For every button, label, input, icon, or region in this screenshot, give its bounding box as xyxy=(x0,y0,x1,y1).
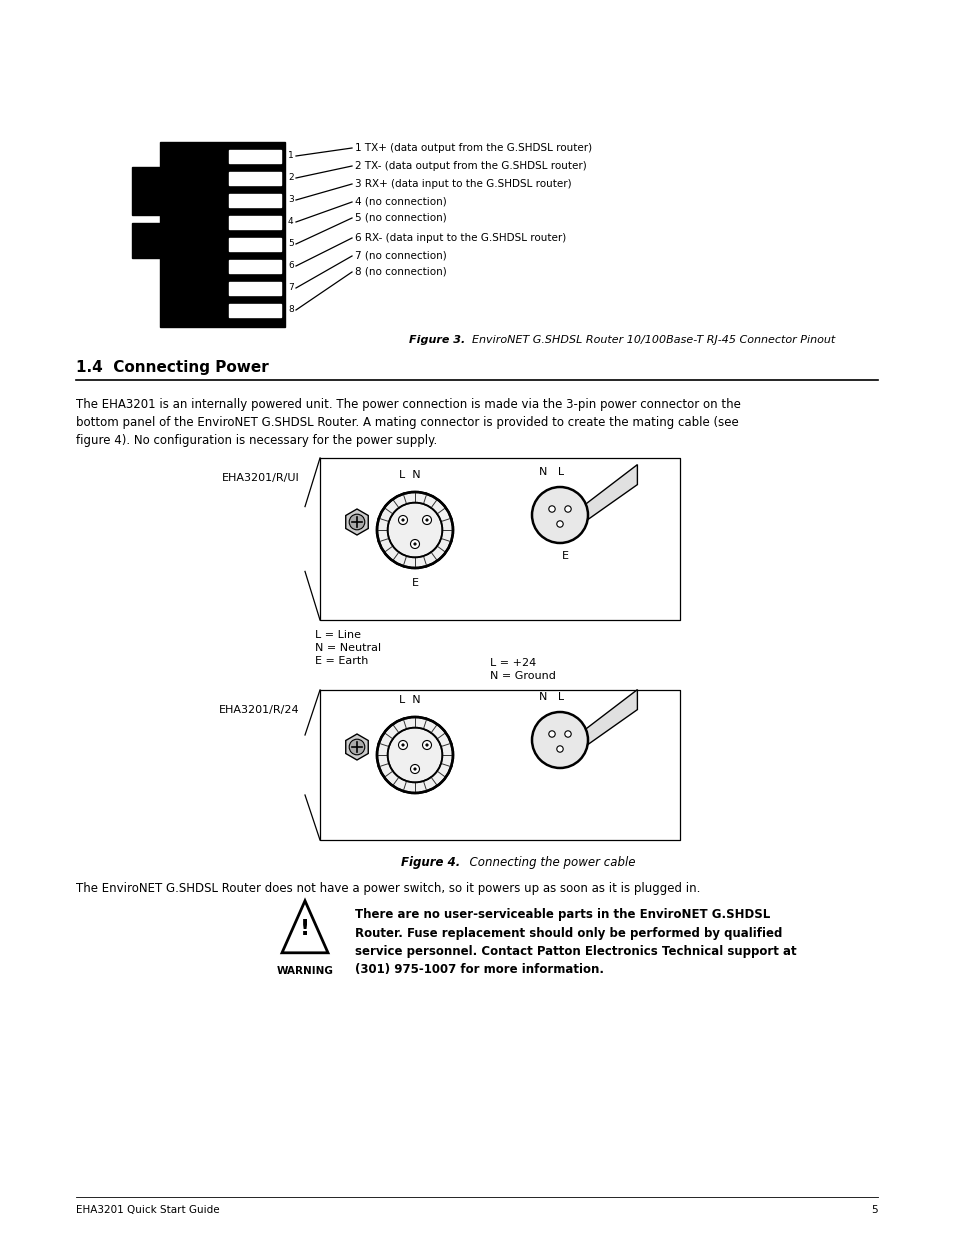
Text: 1: 1 xyxy=(288,152,294,161)
Text: 2: 2 xyxy=(288,173,294,183)
Polygon shape xyxy=(229,194,281,207)
Circle shape xyxy=(410,540,419,548)
Circle shape xyxy=(422,515,431,525)
Circle shape xyxy=(401,743,404,746)
Polygon shape xyxy=(229,149,281,163)
Text: 4: 4 xyxy=(288,217,294,226)
Text: There are no user-serviceable parts in the EnviroNET G.SHDSL
Router. Fuse replac: There are no user-serviceable parts in t… xyxy=(355,908,796,977)
Polygon shape xyxy=(581,689,637,748)
Text: EHA3201 Quick Start Guide: EHA3201 Quick Start Guide xyxy=(76,1205,219,1215)
Text: N   L: N L xyxy=(538,467,564,477)
Text: Figure 4.: Figure 4. xyxy=(400,856,459,869)
Text: E: E xyxy=(411,578,418,588)
Circle shape xyxy=(425,519,428,521)
Circle shape xyxy=(422,741,431,750)
Polygon shape xyxy=(229,172,281,185)
Circle shape xyxy=(398,741,407,750)
Text: L  N: L N xyxy=(398,471,420,480)
Circle shape xyxy=(349,740,364,755)
Circle shape xyxy=(398,515,407,525)
Polygon shape xyxy=(132,167,160,215)
Text: 8: 8 xyxy=(288,305,294,315)
Circle shape xyxy=(376,718,453,793)
Text: 5: 5 xyxy=(870,1205,877,1215)
Circle shape xyxy=(414,543,416,545)
Text: EHA3201/R/24: EHA3201/R/24 xyxy=(219,705,299,715)
Text: L = +24
N = Ground: L = +24 N = Ground xyxy=(490,658,556,682)
Text: N   L: N L xyxy=(538,692,564,701)
Circle shape xyxy=(564,731,571,737)
Text: WARNING: WARNING xyxy=(276,966,334,976)
Text: 8 (no connection): 8 (no connection) xyxy=(355,267,446,277)
Text: The EHA3201 is an internally powered unit. The power connection is made via the : The EHA3201 is an internally powered uni… xyxy=(76,398,740,447)
Circle shape xyxy=(376,492,453,568)
Text: 6 RX- (data input to the G.SHDSL router): 6 RX- (data input to the G.SHDSL router) xyxy=(355,233,566,243)
Text: 4 (no connection): 4 (no connection) xyxy=(355,198,446,207)
Text: Figure 3.: Figure 3. xyxy=(408,335,464,345)
Text: 1 TX+ (data output from the G.SHDSL router): 1 TX+ (data output from the G.SHDSL rout… xyxy=(355,143,592,153)
Text: EHA3201/R/UI: EHA3201/R/UI xyxy=(222,473,299,483)
Text: 5: 5 xyxy=(288,240,294,248)
Circle shape xyxy=(532,713,587,768)
Text: The EnviroNET G.SHDSL Router does not have a power switch, so it powers up as so: The EnviroNET G.SHDSL Router does not ha… xyxy=(76,882,700,895)
Text: 6: 6 xyxy=(288,262,294,270)
Circle shape xyxy=(410,764,419,773)
Circle shape xyxy=(548,731,555,737)
Text: EnviroNET G.SHDSL Router 10/100Base-T RJ-45 Connector Pinout: EnviroNET G.SHDSL Router 10/100Base-T RJ… xyxy=(464,335,835,345)
Circle shape xyxy=(425,743,428,746)
Circle shape xyxy=(557,746,562,752)
Circle shape xyxy=(401,519,404,521)
Text: 2 TX- (data output from the G.SHDSL router): 2 TX- (data output from the G.SHDSL rout… xyxy=(355,161,586,170)
Text: 3: 3 xyxy=(288,195,294,205)
Text: L  N: L N xyxy=(398,695,420,705)
Text: 7 (no connection): 7 (no connection) xyxy=(355,251,446,261)
Circle shape xyxy=(349,514,364,530)
Text: 3 RX+ (data input to the G.SHDSL router): 3 RX+ (data input to the G.SHDSL router) xyxy=(355,179,571,189)
Circle shape xyxy=(564,506,571,513)
Polygon shape xyxy=(229,238,281,251)
Polygon shape xyxy=(345,509,368,535)
Polygon shape xyxy=(345,734,368,760)
Text: 1.4  Connecting Power: 1.4 Connecting Power xyxy=(76,359,269,375)
Text: !: ! xyxy=(299,919,310,939)
Polygon shape xyxy=(160,142,285,327)
Text: 7: 7 xyxy=(288,284,294,293)
Text: 5 (no connection): 5 (no connection) xyxy=(355,212,446,224)
Circle shape xyxy=(532,487,587,543)
Circle shape xyxy=(414,768,416,771)
Polygon shape xyxy=(229,216,281,228)
Circle shape xyxy=(557,521,562,527)
Text: E: E xyxy=(561,551,568,561)
Circle shape xyxy=(548,506,555,513)
Polygon shape xyxy=(132,224,160,258)
Polygon shape xyxy=(581,464,637,524)
Polygon shape xyxy=(229,304,281,317)
Text: Connecting the power cable: Connecting the power cable xyxy=(461,856,635,869)
Polygon shape xyxy=(229,282,281,295)
Polygon shape xyxy=(282,900,328,952)
Polygon shape xyxy=(229,261,281,273)
Text: L = Line
N = Neutral
E = Earth: L = Line N = Neutral E = Earth xyxy=(314,630,381,667)
